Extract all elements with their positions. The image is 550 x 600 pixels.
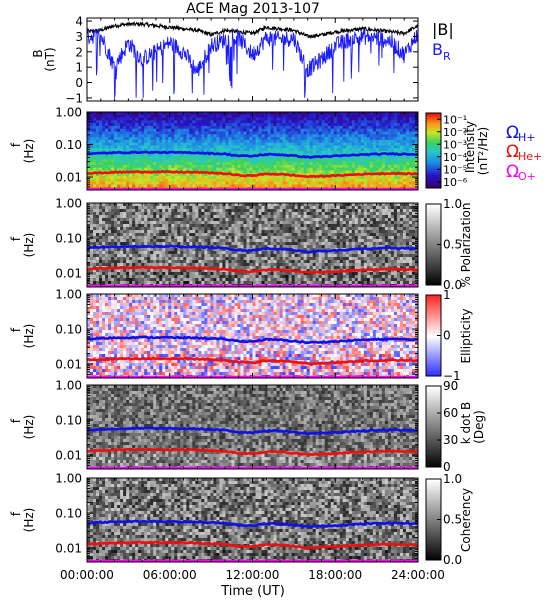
y-tick-label: 2 — [75, 45, 83, 59]
y-tick-label: 1.00 — [55, 106, 82, 120]
gyrofrequency-legend: Ω H+Ω He+Ω O+ — [506, 123, 542, 183]
panel-intensity: 1.000.100.01f (Hz)10⁻¹10⁻²10⁻³10⁻⁴10⁻⁵10⁻… — [9, 106, 542, 191]
colorbar-label: Coherency — [459, 488, 473, 552]
legend-b-r-subscript: R — [443, 50, 451, 63]
spectrogram-intensity — [87, 112, 418, 190]
colorbar-label: k dot B — [459, 402, 473, 444]
colorbar-tick-label: 1.0 — [443, 472, 462, 486]
colorbar-polarization: 1.00.50.0% Polarization — [426, 197, 473, 292]
y-axis-label: f — [9, 236, 23, 241]
colorbar-tick-label: 90 — [443, 379, 458, 393]
legend-ion-label: H+ — [518, 131, 536, 144]
colorbar-label: Ellipticity — [459, 309, 473, 364]
figure-title: ACE Mag 2013-107 — [186, 1, 320, 17]
y-axis-unit: (nT) — [43, 47, 57, 71]
y-axis-unit: (Hz) — [22, 324, 36, 349]
spectrogram-polarization — [87, 203, 418, 287]
colorbar-tick-label: 60 — [443, 406, 458, 420]
y-axis-unit: (Hz) — [22, 233, 36, 258]
panel-polarization: 1.00 0.10 0.01 f (Hz) 1.00.50.0% Polarization — [9, 197, 473, 293]
time-axis: Time (UT) 00:00:00 06:00:00 12:00:00 18:00:… — [60, 568, 445, 599]
y-tick-label: 4 — [75, 15, 83, 29]
x-tick-label: 00:00:00 — [60, 568, 114, 582]
colorbar-tick-label: 0 — [443, 329, 451, 343]
y-tick-label: 1.00 — [55, 288, 82, 302]
y-tick-label: 0.01 — [55, 267, 82, 281]
colorbar-tick-label: 0.0 — [443, 553, 462, 567]
y-axis-unit: (Hz) — [22, 415, 36, 440]
x-axis-label: Time (UT) — [220, 584, 285, 599]
legend-ion-label: O+ — [518, 170, 536, 183]
colorbar-label: Intensity — [463, 121, 477, 173]
y-tick-label: 0.01 — [55, 358, 82, 372]
y-tick-label: 3 — [75, 30, 83, 44]
legend-b-r: B — [432, 40, 443, 59]
y-tick-label: 1.00 — [55, 379, 82, 393]
legend-b-total: |B| — [432, 20, 454, 39]
y-tick-label: 1 — [75, 61, 83, 75]
x-tick-label: 06:00:00 — [143, 568, 197, 582]
y-axis-label: f — [9, 418, 23, 423]
colorbar-unit: (nT²/Hz) — [476, 127, 490, 175]
y-axis-label: f — [9, 327, 23, 332]
x-tick-label: 24:00:00 — [391, 568, 445, 582]
y-tick-label: 0.10 — [55, 323, 82, 337]
colorbar-tick-label: 30 — [443, 433, 458, 447]
y-tick-label: 0.10 — [55, 232, 82, 246]
legend-ion-label: He+ — [518, 150, 542, 163]
colorbar-label: % Polarization — [459, 203, 473, 288]
b-r-series — [87, 27, 418, 98]
y-tick-label: 0.10 — [55, 414, 82, 428]
y-axis-unit: (Hz) — [22, 508, 36, 533]
y-tick-label: 0.01 — [55, 542, 82, 556]
y-tick-label: 0.01 — [55, 449, 82, 463]
colorbar-unit: (Deg) — [472, 410, 486, 444]
x-tick-label: 18:00:00 — [308, 568, 362, 582]
y-axis-label: f — [9, 511, 23, 516]
y-tick-label: 0.01 — [55, 171, 82, 185]
y-tick-label: 0 — [75, 76, 83, 90]
y-tick-label: 0.10 — [55, 138, 82, 152]
y-tick-label: 1.00 — [55, 197, 82, 211]
colorbar-tick-label: 10⁻⁶ — [443, 176, 468, 189]
y-axis-label: f — [9, 142, 23, 147]
colorbar-tick-label: 1 — [443, 288, 451, 302]
y-axis-unit: (Hz) — [22, 139, 36, 164]
x-tick-label: 12:00:00 — [226, 568, 280, 582]
y-tick-label: 0.10 — [55, 507, 82, 521]
y-tick-label: 1.00 — [55, 472, 82, 486]
y-tick-label: −1 — [65, 91, 83, 105]
